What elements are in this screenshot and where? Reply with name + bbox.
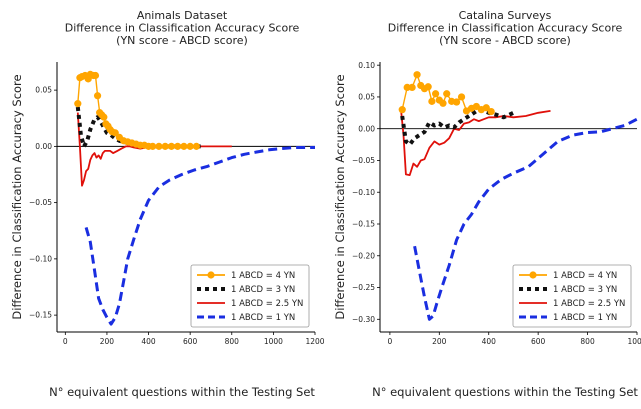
series-point	[443, 90, 451, 98]
y-tick-label: −0.10	[352, 188, 375, 197]
x-tick-label: 600	[531, 337, 546, 346]
series-point	[91, 71, 100, 80]
series-line-2	[400, 107, 515, 147]
series-point	[428, 97, 436, 105]
series-point	[413, 71, 421, 79]
legend-marker	[207, 271, 215, 279]
y-axis-label: Difference in Classification Accuracy Sc…	[10, 74, 24, 319]
x-tick-label: 800	[225, 337, 240, 346]
x-tick-label: 400	[482, 337, 497, 346]
chart-title-line: Catalina Surveys	[459, 9, 552, 22]
series-point	[149, 142, 157, 150]
y-tick-label: −0.25	[352, 283, 375, 292]
y-tick-label: −0.05	[352, 156, 375, 165]
series-point	[457, 93, 466, 101]
legend-label: 1 ABCD = 4 YN	[553, 271, 617, 281]
y-tick-label: 0.00	[35, 142, 52, 151]
series-point	[180, 142, 188, 150]
series-point	[439, 99, 447, 107]
series-line-4	[413, 117, 638, 321]
x-tick-label: 0	[387, 337, 392, 346]
series-line-4	[84, 146, 315, 326]
series-point	[482, 104, 490, 112]
x-tick-label: 200	[432, 337, 447, 346]
series-point	[487, 107, 495, 116]
legend-marker	[529, 271, 537, 279]
series-point	[74, 100, 82, 108]
series-point	[398, 106, 406, 114]
y-tick-label: −0.20	[352, 251, 375, 260]
x-axis-label: N° equivalent questions within the Testi…	[49, 385, 315, 399]
series-point	[161, 142, 169, 150]
y-tick-label: −0.30	[352, 315, 375, 324]
y-axis-label: Difference in Classification Accuracy Sc…	[333, 74, 347, 319]
legend-label: 1 ABCD = 2.5 YN	[553, 299, 625, 309]
x-tick-label: 200	[100, 337, 115, 346]
legend-box	[512, 264, 632, 328]
series-point	[155, 142, 163, 150]
chart-title-line: (YN score - ABCD score)	[439, 34, 571, 47]
series-point	[100, 113, 108, 121]
series-point	[174, 142, 182, 150]
y-tick-label: −0.15	[352, 220, 375, 229]
x-tick-label: 800	[580, 337, 595, 346]
x-axis-label: N° equivalent questions within the Testi…	[372, 385, 638, 399]
chart-title-line: (YN score - ABCD score)	[116, 34, 248, 47]
chart-title-line: Difference in Classification Accuracy Sc…	[388, 22, 623, 35]
legend-label: 1 ABCD = 1 YN	[231, 313, 295, 323]
y-tick-label: 0.05	[35, 86, 52, 95]
x-tick-label: 400	[141, 337, 156, 346]
series-point	[432, 90, 440, 98]
series-point	[167, 142, 176, 150]
legend-box	[190, 264, 310, 328]
series-group	[398, 71, 638, 321]
series-point	[192, 142, 201, 150]
chart-title-line: Difference in Classification Accuracy Sc…	[65, 22, 300, 35]
series-point	[424, 83, 432, 91]
x-tick-label: 0	[63, 337, 68, 346]
legend-label: 1 ABCD = 4 YN	[231, 271, 295, 281]
series-group	[74, 70, 315, 326]
y-tick-label: 0.00	[358, 124, 375, 133]
y-tick-label: −0.10	[29, 254, 52, 263]
y-tick-label: −0.05	[29, 198, 52, 207]
legend-label: 1 ABCD = 3 YN	[553, 285, 617, 295]
series-point	[453, 98, 461, 106]
legend-label: 1 ABCD = 1 YN	[553, 313, 617, 323]
x-tick-label: 1000	[627, 337, 641, 346]
y-tick-label: 0.10	[358, 61, 375, 70]
y-tick-label: 0.05	[358, 93, 375, 102]
x-tick-label: 600	[183, 337, 198, 346]
series-point	[403, 83, 411, 92]
x-tick-label: 1200	[305, 337, 324, 346]
series-point	[93, 92, 102, 100]
series-line-1	[77, 73, 197, 148]
series-point	[186, 142, 194, 150]
chart-title-line: Animals Dataset	[137, 9, 228, 22]
legend-label: 1 ABCD = 2.5 YN	[231, 299, 303, 309]
x-tick-label: 1000	[264, 337, 283, 346]
y-tick-label: −0.15	[29, 311, 52, 320]
legend-label: 1 ABCD = 3 YN	[231, 285, 295, 295]
series-point	[408, 83, 416, 92]
